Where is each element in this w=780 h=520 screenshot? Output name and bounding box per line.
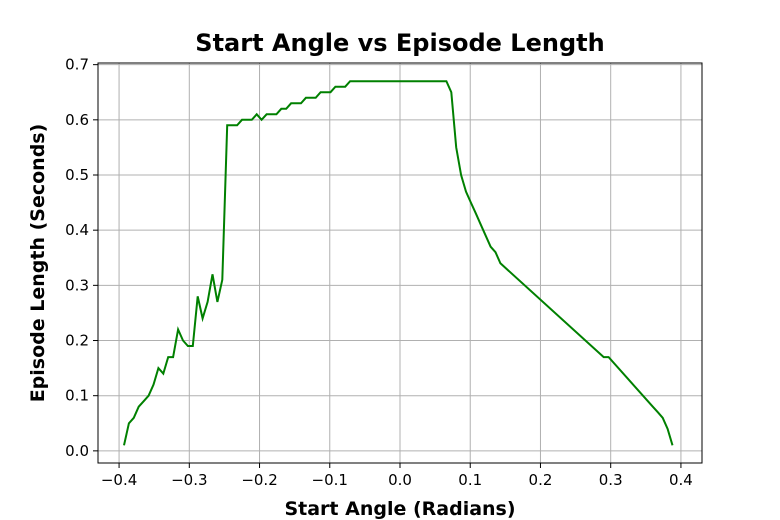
x-axis-label: Start Angle (Radians): [284, 498, 515, 520]
x-tick-label: −0.2: [241, 471, 277, 489]
x-tick-label: 0.3: [599, 471, 623, 489]
y-tick-label: 0.2: [65, 332, 89, 350]
chart-title: Start Angle vs Episode Length: [195, 29, 604, 57]
x-tick-label: 0.0: [388, 471, 412, 489]
y-axis-ticks: 0.0 0.1 0.2 0.3 0.4 0.5 0.6 0.7: [65, 56, 98, 460]
y-tick-label: 0.4: [65, 221, 89, 239]
y-tick-label: 0.5: [65, 166, 89, 184]
y-tick-label: 0.7: [65, 56, 89, 74]
x-tick-label: 0.2: [529, 471, 553, 489]
x-axis-ticks: −0.4 −0.3 −0.2 −0.1 0.0 0.1 0.2 0.3 0.4: [101, 463, 693, 489]
y-tick-label: 0.3: [65, 276, 89, 294]
x-tick-label: −0.3: [171, 471, 207, 489]
grid: [98, 63, 702, 463]
x-tick-label: 0.4: [669, 471, 693, 489]
y-tick-label: 0.1: [65, 387, 89, 405]
x-tick-label: −0.1: [312, 471, 348, 489]
y-axis-label: Episode Length (Seconds): [27, 124, 49, 403]
y-tick-label: 0.0: [65, 442, 89, 460]
x-tick-label: 0.1: [458, 471, 482, 489]
series-line-episode-length: [123, 80, 674, 446]
x-tick-label: −0.4: [101, 471, 137, 489]
series-layer: [123, 80, 674, 446]
y-tick-label: 0.6: [65, 111, 89, 129]
